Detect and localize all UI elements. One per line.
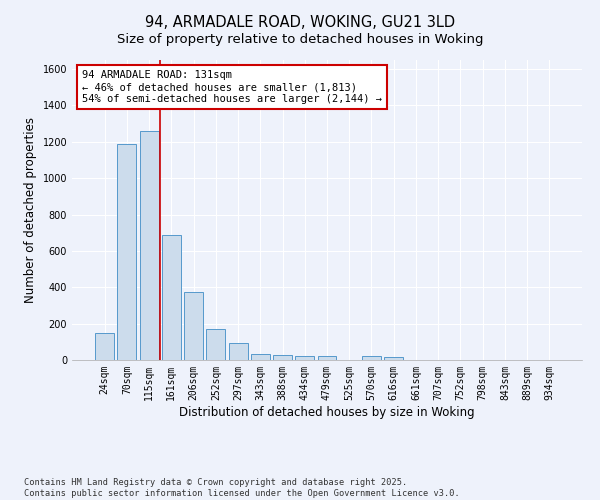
Bar — [273, 356, 292, 360]
Bar — [384, 358, 403, 360]
Bar — [295, 356, 314, 360]
Bar — [118, 144, 136, 360]
Y-axis label: Number of detached properties: Number of detached properties — [24, 117, 37, 303]
Text: Size of property relative to detached houses in Woking: Size of property relative to detached ho… — [117, 32, 483, 46]
Bar — [162, 234, 181, 360]
Bar — [251, 354, 270, 360]
Bar — [229, 342, 248, 360]
Bar — [206, 329, 225, 360]
Bar — [140, 131, 158, 360]
Text: 94 ARMADALE ROAD: 131sqm
← 46% of detached houses are smaller (1,813)
54% of sem: 94 ARMADALE ROAD: 131sqm ← 46% of detach… — [82, 70, 382, 104]
Bar — [95, 332, 114, 360]
Bar — [317, 356, 337, 360]
X-axis label: Distribution of detached houses by size in Woking: Distribution of detached houses by size … — [179, 406, 475, 418]
Bar — [184, 292, 203, 360]
Bar — [362, 356, 381, 360]
Text: Contains HM Land Registry data © Crown copyright and database right 2025.
Contai: Contains HM Land Registry data © Crown c… — [24, 478, 460, 498]
Text: 94, ARMADALE ROAD, WOKING, GU21 3LD: 94, ARMADALE ROAD, WOKING, GU21 3LD — [145, 15, 455, 30]
